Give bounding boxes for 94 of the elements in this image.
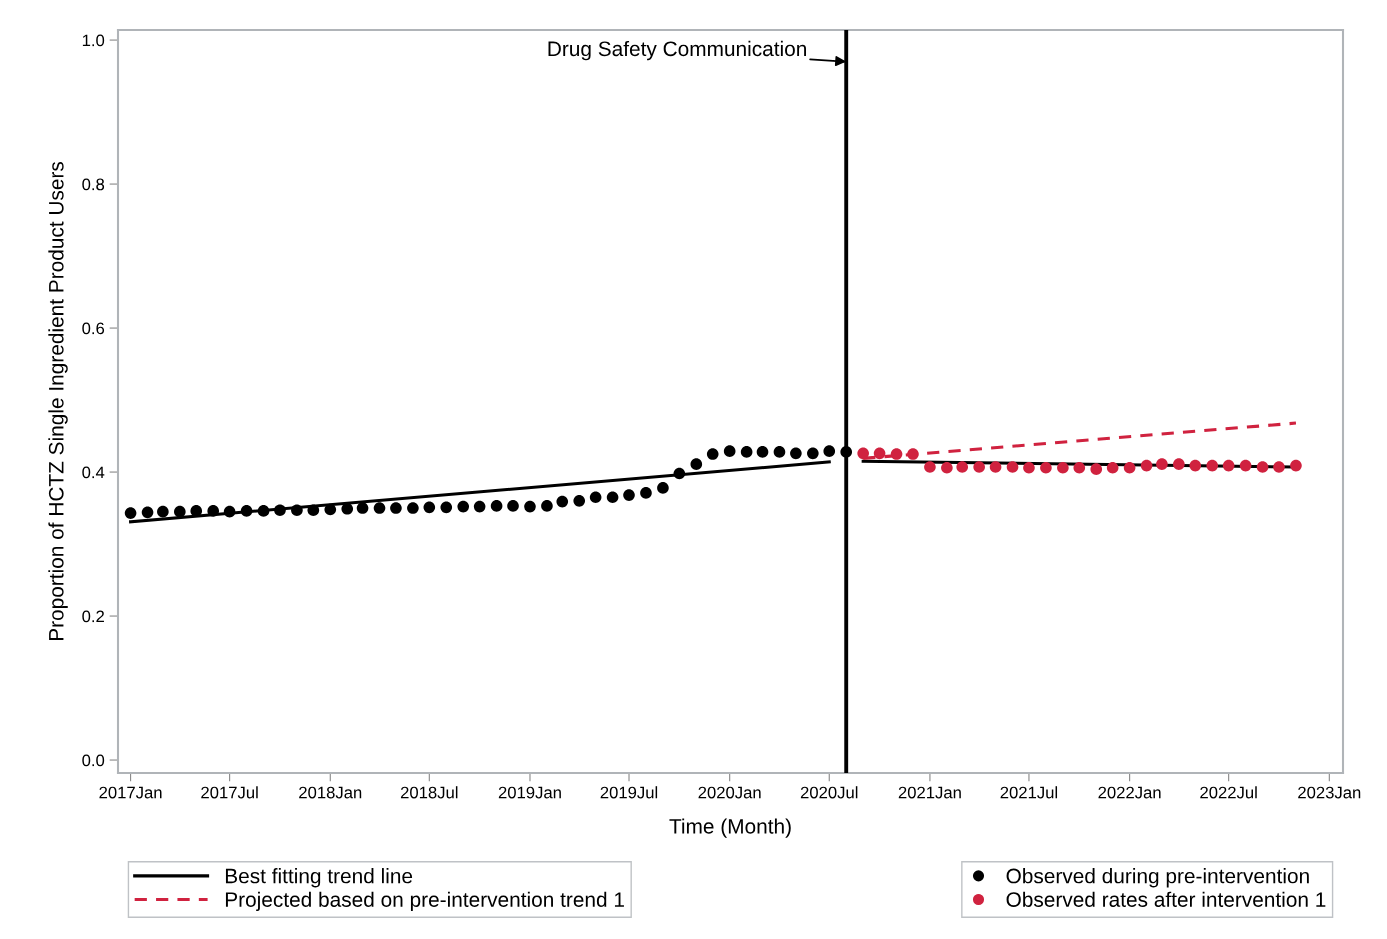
x-axis-title: Time (Month) (669, 818, 791, 838)
point (1273, 461, 1285, 473)
x-tick-label: 2019Jan (498, 786, 561, 799)
point (141, 506, 154, 519)
point (740, 446, 753, 458)
point (956, 461, 969, 473)
point (324, 503, 337, 516)
y-tick-label: 0.2 (82, 610, 104, 623)
point (657, 482, 669, 494)
point (240, 505, 253, 517)
x-tick-label: 2022Jan (1098, 786, 1161, 799)
point (490, 500, 503, 512)
x-tick-label: 2018Jul (400, 786, 458, 799)
point (124, 507, 137, 519)
legend-label: Observed during pre-intervention (1006, 868, 1309, 888)
legend-label: Projected based on pre-intervention trend 1 (225, 891, 624, 912)
point (723, 445, 736, 457)
y-tick-label: 0.6 (82, 322, 105, 335)
point (524, 500, 536, 513)
y-tick-label: 1.0 (82, 34, 105, 47)
x-tick-label: 2023Jan (1298, 786, 1361, 799)
point (1256, 461, 1269, 473)
point (440, 501, 453, 514)
point (1090, 463, 1103, 475)
x-tick-label: 2017Jul (201, 786, 258, 799)
point (1057, 461, 1069, 474)
point (157, 505, 169, 518)
point (807, 447, 819, 460)
point (673, 467, 686, 480)
point (507, 500, 519, 512)
point (556, 495, 569, 508)
x-tick-label: 2021Jul (1000, 786, 1058, 799)
point (790, 447, 802, 460)
point (573, 495, 586, 507)
legend-label: Observed rates after intervention 1 (1006, 891, 1326, 907)
point (457, 500, 470, 513)
point (1222, 459, 1235, 472)
point (1189, 459, 1202, 472)
point (356, 502, 369, 514)
x-tick-label: 2018Jan (299, 786, 362, 799)
point (307, 504, 320, 517)
point (823, 445, 836, 457)
point (1239, 459, 1252, 472)
point (257, 505, 270, 517)
point (473, 500, 486, 513)
point (989, 461, 1002, 473)
point (1106, 461, 1119, 474)
point (1140, 459, 1153, 472)
legend-label: Best fitting trend line (225, 868, 413, 888)
point (373, 502, 386, 514)
point (589, 491, 602, 504)
point (207, 505, 220, 517)
point (1290, 459, 1302, 472)
point (1156, 458, 1168, 470)
point (291, 504, 303, 517)
x-tick-label: 2020Jul (800, 786, 858, 799)
point (274, 504, 286, 517)
y-tick-label: 0.0 (82, 754, 105, 767)
point (941, 461, 953, 474)
point (390, 502, 402, 514)
point (907, 448, 919, 460)
point (690, 458, 703, 470)
point (1206, 459, 1219, 472)
point (423, 501, 436, 514)
point (1040, 461, 1052, 474)
point (890, 448, 903, 460)
point (1023, 461, 1035, 474)
point (706, 448, 719, 460)
y-tick-label: 0.4 (82, 466, 105, 479)
x-tick-label: 2022Jul (1200, 786, 1257, 799)
point (1173, 458, 1185, 470)
annotation: Drug Safety Communication (548, 40, 806, 61)
point (640, 487, 652, 499)
point (873, 447, 886, 460)
x-tick-label: 2017Jan (99, 786, 162, 799)
y-tick-label: 0.8 (82, 178, 105, 191)
point (1123, 461, 1136, 474)
x-tick-label: 2021Jan (898, 786, 961, 799)
point (1073, 461, 1086, 474)
point (973, 461, 985, 473)
point (606, 491, 619, 504)
y-axis-title: Proportion of HCTZ Single Ingredient Product Users (48, 161, 68, 641)
point (174, 505, 186, 518)
point (623, 489, 635, 501)
x-tick-label: 2019Jul (600, 786, 658, 799)
point (1006, 461, 1019, 473)
point (924, 461, 936, 473)
point (773, 446, 786, 458)
point (407, 502, 419, 514)
x-tick-label: 2020Jan (698, 786, 761, 799)
point (223, 505, 236, 518)
point (541, 500, 553, 512)
point (857, 447, 869, 460)
point (756, 446, 769, 458)
